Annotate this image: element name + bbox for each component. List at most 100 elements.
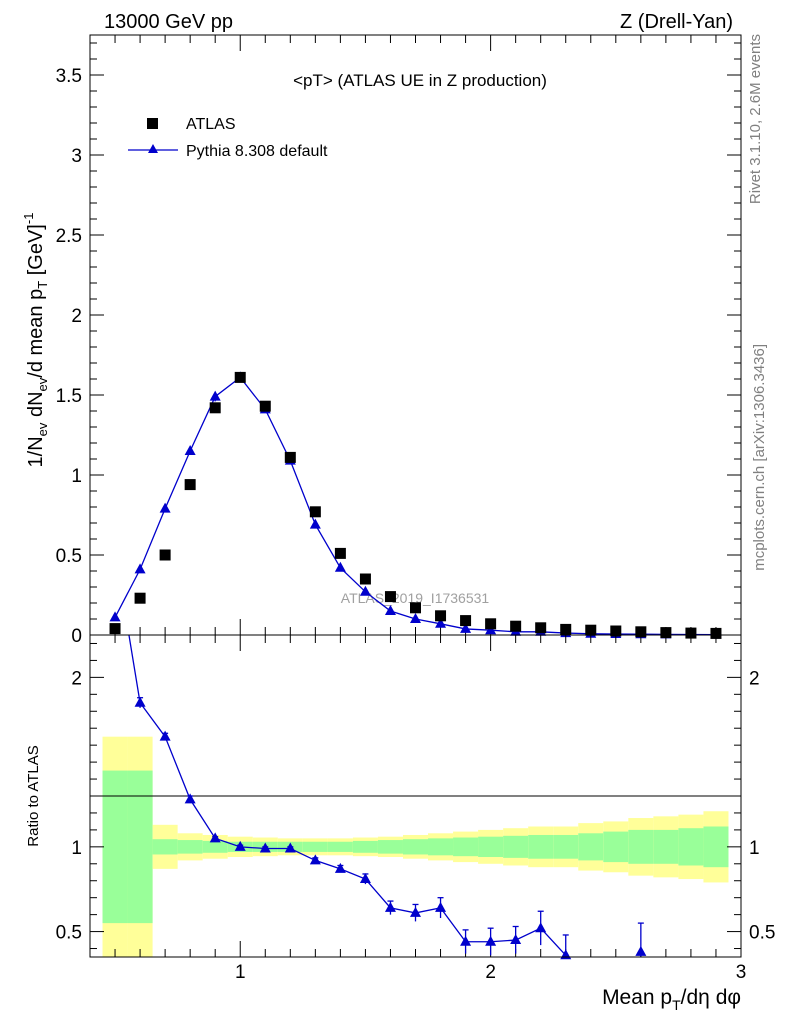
ratio-point xyxy=(435,901,447,912)
ratio-point xyxy=(359,873,371,884)
band-inner xyxy=(453,837,479,857)
atlas-markers xyxy=(109,371,722,639)
ratio-point xyxy=(184,793,196,804)
ratio-frame xyxy=(89,634,742,958)
atlas-point xyxy=(134,592,146,604)
atlas-point xyxy=(610,625,622,637)
atlas-point xyxy=(685,627,697,639)
ratio-point xyxy=(284,842,296,853)
atlas-point xyxy=(334,547,346,559)
band-inner xyxy=(428,838,454,856)
plot-title: <pT> (ATLAS UE in Z production) xyxy=(293,71,547,90)
pythia-point xyxy=(134,563,146,574)
atlas-point xyxy=(460,615,472,627)
main-y-axis-label: 1/Nev dNev/d mean pT [GeV]-1 xyxy=(21,213,50,468)
main-panel: 00.511.522.533.5 ATLAS_2019_I1736531 xyxy=(56,34,742,647)
pythia-point xyxy=(384,605,396,615)
band-inner xyxy=(653,829,679,864)
ratio-point xyxy=(485,935,497,946)
x-tick-labels: 1 2 3 xyxy=(235,962,746,983)
atlas-point xyxy=(159,549,171,561)
y-tick-label: 1 xyxy=(71,466,82,487)
ratio-uncertainty-bands xyxy=(102,736,729,957)
band-inner xyxy=(578,833,604,861)
band-inner xyxy=(327,841,353,852)
atlas-point xyxy=(109,623,121,635)
ratio-point xyxy=(259,842,271,853)
pythia-point xyxy=(460,622,472,633)
ratio-point xyxy=(460,935,472,946)
atlas-point xyxy=(485,618,497,630)
ratio-y-tick-label: 1 xyxy=(71,838,82,859)
svg-text:1/Nev dNev/d mean pT [GeV]-1: 1/Nev dNev/d mean pT [GeV]-1 xyxy=(21,213,50,468)
atlas-point xyxy=(660,627,672,639)
x-tick-label: 3 xyxy=(736,962,747,983)
band-inner xyxy=(703,826,729,868)
atlas-point xyxy=(510,620,522,632)
atlas-point xyxy=(359,573,371,585)
atlas-point xyxy=(309,506,321,518)
ratio-y-tick-label-right: 1 xyxy=(749,838,760,859)
atlas-point xyxy=(209,402,221,414)
atlas-point xyxy=(710,627,722,639)
band-inner xyxy=(302,841,328,852)
ratio-point xyxy=(384,901,396,912)
band-inner xyxy=(102,770,128,924)
ratio-point xyxy=(410,906,421,917)
band-inner xyxy=(152,839,178,855)
pythia-point xyxy=(334,561,346,572)
band-inner xyxy=(553,834,579,859)
process-label: Z (Drell-Yan) xyxy=(620,11,733,33)
band-inner xyxy=(528,834,554,859)
pythia-point xyxy=(109,611,121,622)
band-inner xyxy=(678,828,704,866)
ratio-point xyxy=(635,945,647,956)
atlas-point xyxy=(435,610,447,622)
band-inner xyxy=(603,831,629,863)
mcplots-label: mcplots.cern.ch [arXiv:1306.3436] xyxy=(751,344,768,571)
ratio-y-tick-label-right: 2 xyxy=(749,668,760,689)
atlas-point xyxy=(410,602,421,614)
ratio-pythia-line xyxy=(128,635,567,956)
y-tick-label: 1.5 xyxy=(56,386,82,407)
atlas-point xyxy=(259,400,271,412)
ratio-point xyxy=(535,922,547,933)
legend-pythia-marker xyxy=(148,144,158,153)
ratio-y-tick-label-right: 0.5 xyxy=(749,923,775,944)
main-axis-ticks xyxy=(89,35,742,636)
x-axis-label: Mean pT/dη dφ xyxy=(602,986,741,1013)
band-inner xyxy=(177,840,203,854)
pythia-point xyxy=(435,617,447,628)
band-inner xyxy=(402,839,429,855)
ratio-point xyxy=(234,840,246,851)
legend: ATLAS Pythia 8.308 default xyxy=(128,116,328,160)
pythia-point xyxy=(410,613,421,623)
band-inner xyxy=(352,840,378,853)
ratio-y-axis-label: Ratio to ATLAS xyxy=(25,745,42,846)
rivet-label: Rivet 3.1.10, 2.6M events xyxy=(747,34,764,204)
atlas-point xyxy=(635,626,647,638)
y-tick-label: 3 xyxy=(71,146,82,167)
ratio-point xyxy=(510,934,522,945)
band-inner xyxy=(628,829,654,864)
x-tick-label: 2 xyxy=(485,962,496,983)
atlas-point xyxy=(535,622,547,634)
pythia-point xyxy=(159,502,171,513)
y-tick-label: 0.5 xyxy=(56,546,82,567)
pythia-point xyxy=(184,445,196,455)
y-tick-label: 2 xyxy=(71,306,82,327)
legend-atlas-marker xyxy=(147,118,158,129)
atlas-point xyxy=(560,623,572,635)
ratio-point xyxy=(334,862,346,873)
pythia-point xyxy=(209,390,221,401)
legend-pythia-label: Pythia 8.308 default xyxy=(186,143,328,160)
ratio-point xyxy=(309,854,321,865)
atlas-point xyxy=(284,451,296,463)
band-inner xyxy=(503,835,529,858)
y-tick-label: 3.5 xyxy=(56,66,82,87)
ratio-pythia-markers xyxy=(134,696,647,960)
ratio-curve xyxy=(128,635,567,956)
y-tick-label: 0 xyxy=(71,626,82,647)
x-tick-label: 1 xyxy=(235,962,246,983)
